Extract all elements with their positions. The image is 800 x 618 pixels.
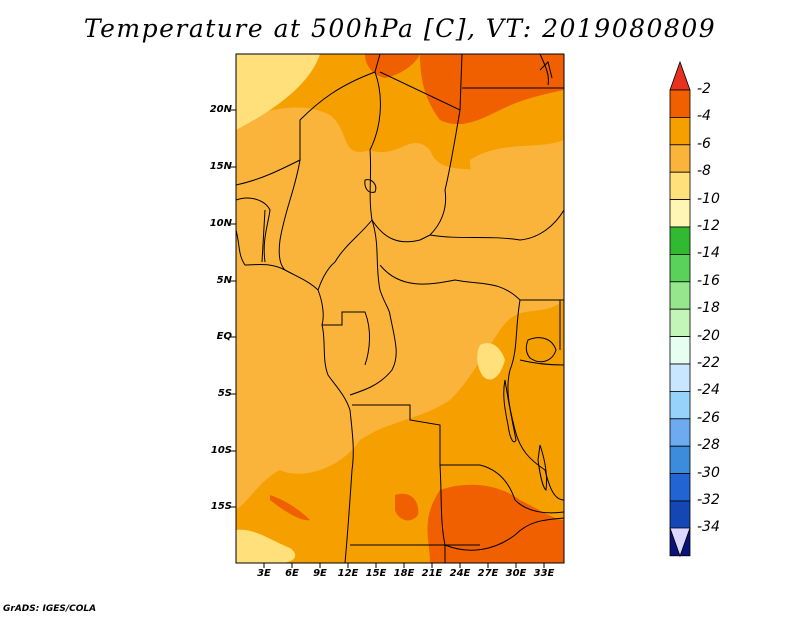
colorbar-box — [669, 445, 691, 475]
border-togo — [261, 209, 266, 263]
temperature-field — [236, 54, 564, 563]
lat-label-15s: 15S — [210, 501, 232, 512]
field-cool-central — [477, 343, 505, 380]
field-cool-northwest — [236, 54, 320, 130]
colorbar-box — [669, 253, 691, 283]
colorbar-label: -2 — [697, 81, 711, 97]
colorbar-box — [669, 89, 691, 118]
border-sudan-southsudan — [429, 209, 564, 241]
field-warm-northeast — [420, 54, 564, 125]
country-borders — [236, 54, 564, 563]
lat-label-eq: EQ — [216, 331, 232, 342]
border-congo-drc — [349, 314, 397, 396]
map-frame — [235, 53, 565, 564]
colorbar-box — [669, 336, 691, 365]
sinai — [539, 61, 553, 79]
colorbar-box — [669, 308, 691, 338]
lake-chad — [364, 179, 377, 193]
lat-label-10n: 10N — [209, 218, 232, 229]
lon-label-15e: 15E — [365, 568, 387, 579]
border-zambia-east — [479, 464, 564, 514]
colorbar-box — [669, 473, 691, 502]
colorbar-bottom-triangle — [669, 527, 691, 558]
colorbar-label: -34 — [697, 519, 720, 536]
colorbar-label: -28 — [697, 437, 720, 454]
lat-label-20n: 20N — [209, 104, 232, 115]
colorbar-box — [669, 171, 691, 200]
border-cameroon-car — [371, 219, 391, 316]
border-drc-east — [507, 299, 564, 501]
colorbar-label: -14 — [697, 245, 720, 262]
colorbar-label: -24 — [697, 382, 720, 399]
colorbar-box — [669, 226, 691, 255]
border-burkina — [236, 197, 271, 263]
colorbar-label: -18 — [697, 300, 720, 317]
lon-label-21e: 21E — [421, 568, 443, 579]
colorbar-box — [669, 390, 691, 420]
border-nigeria-cameroon — [317, 219, 373, 291]
field-cool-southwest — [236, 529, 296, 563]
colorbar-top-triangle — [669, 60, 691, 91]
lon-label-33e: 33E — [533, 568, 555, 579]
colorbar-label: -26 — [697, 409, 720, 426]
lon-ticks — [263, 563, 545, 568]
colorbar-box — [669, 144, 691, 173]
colorbar-label: -16 — [697, 272, 720, 289]
colorbar-label: -12 — [697, 218, 720, 234]
colorbar-box — [669, 418, 691, 447]
border-angola-drc — [352, 404, 480, 466]
colorbar-label: -32 — [697, 492, 720, 508]
lat-label-5n: 5N — [216, 275, 232, 286]
border-car-north — [371, 219, 431, 243]
colorbar-label: -10 — [697, 190, 720, 207]
border-niger-chad — [369, 71, 381, 221]
colorbar-label: -30 — [697, 464, 720, 481]
border-chad-sudan — [429, 109, 461, 236]
colorbar-label: -6 — [697, 135, 711, 152]
colorbar-box — [669, 199, 691, 228]
lat-label-10s: 10S — [210, 445, 232, 456]
colorbar-box — [669, 281, 691, 310]
lake-malawi — [537, 444, 548, 491]
border-benin-nigeria — [278, 159, 301, 271]
border-car-south — [379, 264, 564, 301]
lake-victoria — [525, 337, 557, 363]
colorbar-box — [669, 363, 691, 392]
field-warm-streak — [270, 495, 310, 521]
lon-label-18e: 18E — [393, 568, 415, 579]
colorbar-label: -8 — [697, 163, 711, 180]
lon-label-9e: 9E — [313, 568, 327, 579]
lat-label-5s: 5S — [217, 388, 232, 399]
colorbar — [669, 60, 691, 558]
map-title: Temperature at 500hPa [C], VT: 201908080… — [83, 14, 717, 43]
lon-label-6e: 6E — [285, 568, 299, 579]
lon-label-3e: 3E — [257, 568, 271, 579]
border-mali-niger — [236, 54, 381, 186]
colorbar-label: -4 — [697, 108, 711, 125]
border-tanzania — [519, 359, 564, 366]
border-gabon-congo — [322, 311, 370, 366]
border-zambia-south — [444, 517, 564, 551]
colorbar-label: -22 — [697, 355, 720, 371]
field-warm-south — [427, 484, 564, 563]
lon-label-27e: 27E — [477, 568, 499, 579]
colorbar-box — [669, 117, 691, 146]
lon-label-24e: 24E — [449, 568, 471, 579]
field-warm-southwest-patch — [395, 493, 419, 521]
lon-label-12e: 12E — [337, 568, 359, 579]
lon-label-30e: 30E — [505, 568, 527, 579]
grads-credit: GrADS: IGES/COLA — [3, 604, 97, 614]
lat-label-15n: 15N — [209, 161, 232, 172]
field-mid-region — [236, 107, 564, 510]
lat-ticks — [231, 109, 236, 508]
lake-tanganyika — [503, 379, 517, 443]
colorbar-box — [669, 500, 691, 529]
red-sea-coast — [539, 54, 549, 86]
colorbar-label: -20 — [697, 327, 720, 344]
field-mid-east — [470, 140, 564, 260]
border-uganda-kenya — [520, 299, 561, 350]
